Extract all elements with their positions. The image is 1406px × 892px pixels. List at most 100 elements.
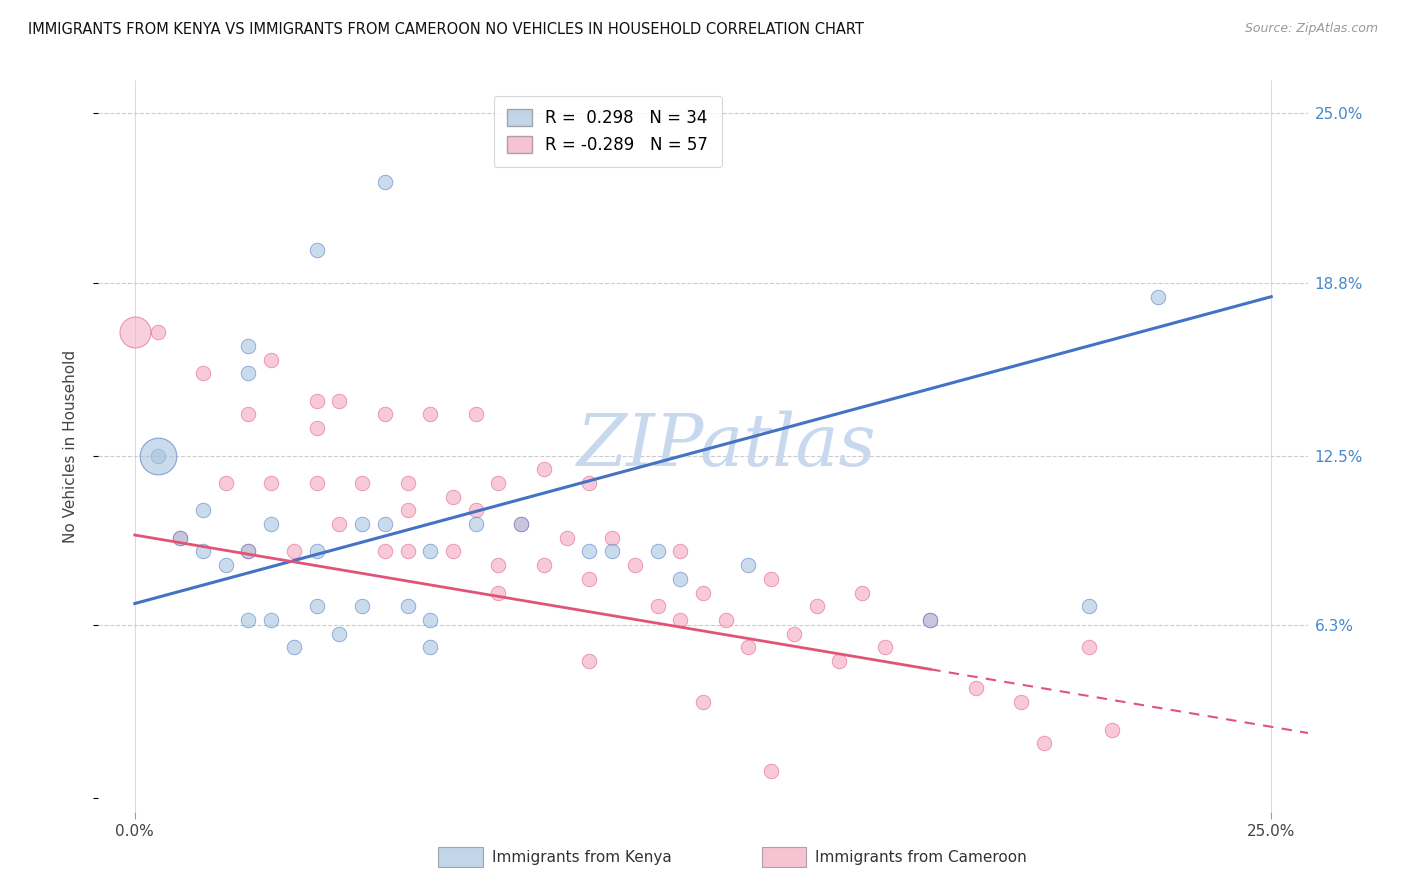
Point <box>146 326 169 340</box>
Point <box>374 544 396 558</box>
Point <box>920 613 942 627</box>
Point <box>191 503 214 517</box>
Point <box>600 544 623 558</box>
Point <box>419 544 441 558</box>
Point <box>238 367 260 381</box>
Point <box>283 640 305 655</box>
Point <box>578 654 600 668</box>
Point <box>169 531 191 545</box>
Point <box>1032 736 1054 750</box>
Point <box>647 599 669 614</box>
Point <box>1078 640 1101 655</box>
Point <box>305 421 328 435</box>
Point <box>146 449 169 463</box>
Point <box>600 531 623 545</box>
Point <box>305 599 328 614</box>
Point <box>692 695 714 709</box>
Point <box>647 544 669 558</box>
Point <box>419 408 441 422</box>
Point <box>965 681 987 696</box>
Point <box>488 475 510 490</box>
Text: IMMIGRANTS FROM KENYA VS IMMIGRANTS FROM CAMEROON NO VEHICLES IN HOUSEHOLD CORRE: IMMIGRANTS FROM KENYA VS IMMIGRANTS FROM… <box>28 22 865 37</box>
Point <box>737 640 759 655</box>
Point <box>441 490 464 504</box>
Point <box>305 544 328 558</box>
Point <box>806 599 828 614</box>
Text: Immigrants from Kenya: Immigrants from Kenya <box>492 850 672 864</box>
Point <box>396 475 419 490</box>
Point <box>851 585 873 599</box>
Text: ZIPatlas: ZIPatlas <box>578 410 877 482</box>
Point <box>759 764 782 778</box>
Point <box>169 531 191 545</box>
Point <box>464 517 486 532</box>
Point <box>533 462 555 476</box>
Point <box>374 517 396 532</box>
Point <box>260 517 283 532</box>
Point <box>238 613 260 627</box>
Point <box>328 626 350 640</box>
Point <box>238 544 260 558</box>
Point <box>578 544 600 558</box>
Point <box>374 408 396 422</box>
Point <box>396 599 419 614</box>
Point <box>191 544 214 558</box>
Point <box>352 475 374 490</box>
Point <box>260 475 283 490</box>
Point <box>283 544 305 558</box>
Point <box>737 558 759 573</box>
Text: Source: ZipAtlas.com: Source: ZipAtlas.com <box>1244 22 1378 36</box>
Point <box>714 613 737 627</box>
Point <box>352 517 374 532</box>
Point <box>920 613 942 627</box>
Point <box>238 339 260 353</box>
Point <box>352 599 374 614</box>
Point <box>759 572 782 586</box>
Point <box>238 408 260 422</box>
Point <box>305 243 328 257</box>
Point <box>146 449 169 463</box>
Point <box>1146 290 1168 304</box>
Point <box>669 572 692 586</box>
Point <box>669 544 692 558</box>
Point <box>1101 723 1123 737</box>
FancyBboxPatch shape <box>762 847 806 867</box>
Point <box>828 654 851 668</box>
Point <box>464 408 486 422</box>
Point <box>419 613 441 627</box>
Legend: R =  0.298   N = 34, R = -0.289   N = 57: R = 0.298 N = 34, R = -0.289 N = 57 <box>494 96 721 168</box>
Point <box>238 544 260 558</box>
Point <box>396 544 419 558</box>
Point <box>578 475 600 490</box>
Point <box>510 517 533 532</box>
Point <box>669 613 692 627</box>
Point <box>783 626 806 640</box>
Point <box>441 544 464 558</box>
FancyBboxPatch shape <box>439 847 482 867</box>
Point <box>555 531 578 545</box>
Point <box>215 558 238 573</box>
Point <box>215 475 238 490</box>
Point <box>533 558 555 573</box>
Point <box>124 326 146 340</box>
Point <box>396 503 419 517</box>
Point <box>1078 599 1101 614</box>
Point <box>578 572 600 586</box>
Point <box>1010 695 1032 709</box>
Point <box>260 613 283 627</box>
Point <box>488 585 510 599</box>
Point <box>305 475 328 490</box>
Point <box>260 352 283 367</box>
Point <box>464 503 486 517</box>
Point <box>510 517 533 532</box>
Point <box>374 175 396 189</box>
Point <box>305 393 328 408</box>
Point <box>328 393 350 408</box>
Point <box>191 367 214 381</box>
Point <box>419 640 441 655</box>
Point <box>488 558 510 573</box>
Point <box>873 640 896 655</box>
Point <box>328 517 350 532</box>
Text: Immigrants from Cameroon: Immigrants from Cameroon <box>815 850 1028 864</box>
Point <box>624 558 647 573</box>
